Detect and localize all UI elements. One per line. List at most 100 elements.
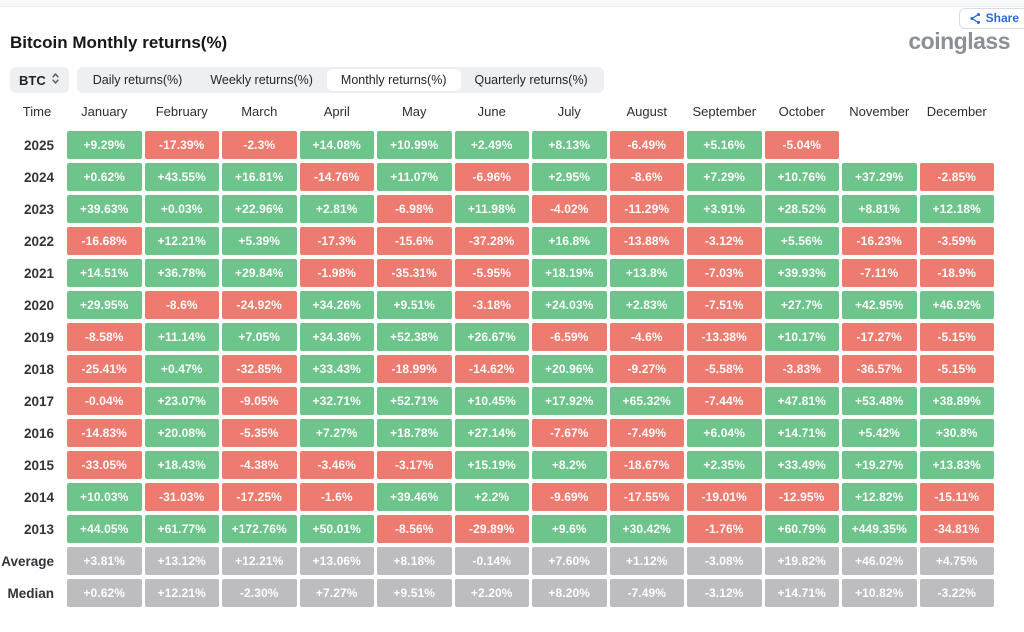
time-column-header: Time <box>22 104 52 119</box>
row-label: 2025 <box>23 137 54 153</box>
return-cell: +13.06% <box>299 547 374 575</box>
return-cell: -29.89% <box>454 515 529 543</box>
return-cell: +5.56% <box>764 227 839 255</box>
return-cell: +16.8% <box>532 227 607 255</box>
return-cell: +33.49% <box>764 451 839 479</box>
return-cell: -3.83% <box>764 355 839 383</box>
return-cell: +15.19% <box>454 451 529 479</box>
symbol-selector[interactable]: BTC <box>10 67 69 93</box>
month-column-header: June <box>477 104 506 119</box>
return-cell: -4.38% <box>222 451 297 479</box>
return-cell: +39.93% <box>764 259 839 287</box>
return-cell: +12.21% <box>144 227 219 255</box>
month-column-header: April <box>323 104 350 119</box>
controls-bar: BTC Daily returns(%) Weekly returns(%) M… <box>10 67 604 93</box>
return-cell: +17.92% <box>532 387 607 415</box>
month-column-header: August <box>626 104 667 119</box>
return-cell: -7.49% <box>609 579 684 607</box>
return-cell: -8.56% <box>377 515 452 543</box>
table-row: 2019 -8.58% +11.14% +7.05% +34.36% +52.38% +26… <box>10 323 994 351</box>
return-cell: -13.88% <box>609 227 684 255</box>
return-cell: +8.81% <box>842 195 917 223</box>
return-cell: -3.18% <box>454 291 529 319</box>
return-cell: -31.03% <box>144 483 219 511</box>
return-cell: +46.92% <box>919 291 994 319</box>
return-cell: -13.38% <box>687 323 762 351</box>
return-cell: -1.98% <box>299 259 374 287</box>
return-cell: -4.02% <box>532 195 607 223</box>
month-column-header: March <box>241 104 278 119</box>
return-cell: -2.30% <box>222 579 297 607</box>
return-cell: +27.7% <box>764 291 839 319</box>
return-cell: -8.6% <box>144 291 219 319</box>
row-label: 2014 <box>23 489 54 505</box>
return-cell: -9.69% <box>532 483 607 511</box>
return-cell: +42.95% <box>842 291 917 319</box>
return-cell: -37.28% <box>454 227 529 255</box>
return-cell: +39.63% <box>67 195 142 223</box>
return-cell: -15.11% <box>919 483 994 511</box>
return-cell: -3.22% <box>919 579 994 607</box>
return-cell: +19.82% <box>764 547 839 575</box>
return-cell: +8.18% <box>377 547 452 575</box>
return-cell: +11.07% <box>377 163 452 191</box>
return-cell: +14.71% <box>764 419 839 447</box>
return-cell: +18.78% <box>377 419 452 447</box>
return-cell: -4.6% <box>609 323 684 351</box>
return-cell: -25.41% <box>67 355 142 383</box>
return-cell: -7.03% <box>687 259 762 287</box>
return-cell: -1.6% <box>299 483 374 511</box>
return-cell: -33.05% <box>67 451 142 479</box>
returns-table: Time January February March April May June Jul… <box>1 103 995 611</box>
tab-daily-returns[interactable]: Daily returns(%) <box>79 69 197 91</box>
return-cell: +2.81% <box>299 195 374 223</box>
table-row: Average +3.81% +13.12% +12.21% +13.06% +8.18%… <box>1 547 994 575</box>
return-cell: -3.17% <box>377 451 452 479</box>
symbol-label: BTC <box>19 72 46 88</box>
return-cell: +22.96% <box>222 195 297 223</box>
share-button[interactable]: Share <box>958 8 1024 29</box>
return-cell: -14.83% <box>67 419 142 447</box>
row-label: 2024 <box>23 169 54 185</box>
table-row: 2018 -25.41% +0.47% -32.85% +33.43% -18.99% -1… <box>10 355 994 383</box>
return-cell: -36.57% <box>842 355 917 383</box>
month-column-header: September <box>692 104 757 119</box>
table-row: 2015 -33.05% +18.43% -4.38% -3.46% -3.17% +15.… <box>10 451 994 479</box>
return-cell: +7.29% <box>687 163 762 191</box>
coinglass-logo: coinglass <box>908 28 1010 54</box>
return-cell: +11.98% <box>454 195 529 223</box>
return-cell: +0.03% <box>144 195 219 223</box>
return-cell: +52.38% <box>377 323 452 351</box>
return-cell: +47.81% <box>764 387 839 415</box>
return-cell: -32.85% <box>222 355 297 383</box>
return-cell: +61.77% <box>144 515 219 543</box>
month-header-row: Time January February March April May June Jul… <box>10 103 994 120</box>
return-cell: +10.99% <box>377 131 452 159</box>
return-cell: +10.17% <box>764 323 839 351</box>
return-cell: +53.48% <box>842 387 917 415</box>
return-cell: -5.15% <box>919 355 994 383</box>
return-cell: +2.49% <box>454 131 529 159</box>
return-cell: +37.29% <box>842 163 917 191</box>
return-cell: -9.27% <box>609 355 684 383</box>
return-cell: +12.82% <box>842 483 917 511</box>
return-cell: -9.05% <box>222 387 297 415</box>
return-cell: +10.82% <box>842 579 917 607</box>
row-label: Median <box>7 585 54 601</box>
return-cell: +12.18% <box>919 195 994 223</box>
tab-quarterly-returns[interactable]: Quarterly returns(%) <box>461 69 602 91</box>
table-row: 2022 -16.68% +12.21% +5.39% -17.3% -15.6% -37.… <box>10 227 994 255</box>
page-title: Bitcoin Monthly returns(%) <box>10 33 228 52</box>
tab-monthly-returns[interactable]: Monthly returns(%) <box>326 69 461 91</box>
return-cell <box>920 131 995 159</box>
table-row: 2016 -14.83% +20.08% -5.35% +7.27% +18.78% +27… <box>10 419 994 447</box>
row-label: 2015 <box>23 457 54 473</box>
return-cell: +9.51% <box>377 579 452 607</box>
tab-weekly-returns[interactable]: Weekly returns(%) <box>196 69 327 91</box>
return-cell: +13.83% <box>919 451 994 479</box>
return-cell: +43.55% <box>144 163 219 191</box>
return-cell: -5.58% <box>687 355 762 383</box>
return-cell: +30.8% <box>919 419 994 447</box>
return-cell: +24.03% <box>532 291 607 319</box>
return-cell: +50.01% <box>299 515 374 543</box>
